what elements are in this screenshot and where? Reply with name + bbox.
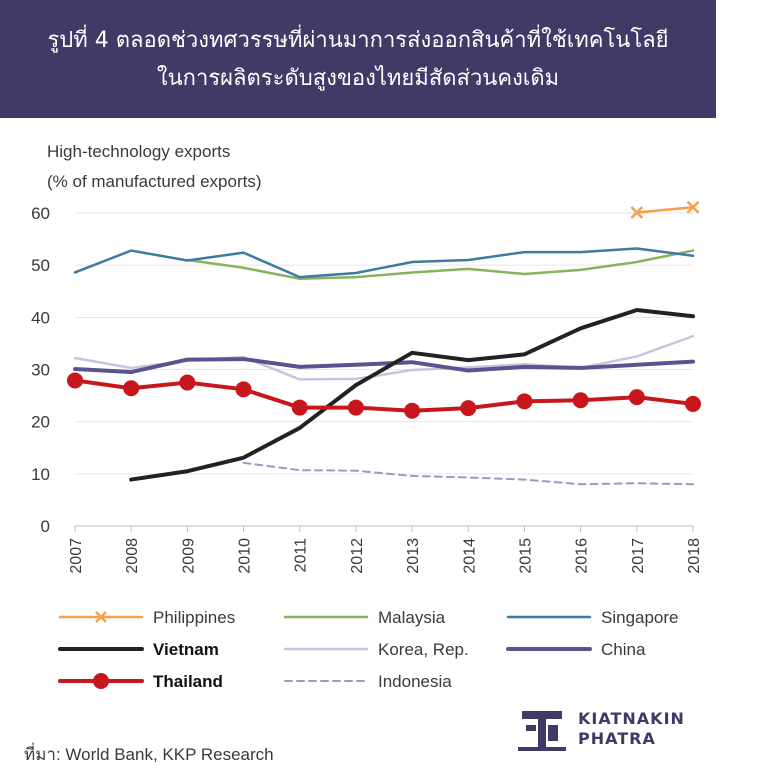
data-point-thailand-2015 — [516, 393, 533, 410]
data-point-thailand-2013 — [404, 402, 421, 419]
y-axis-label-line2: (% of manufactured exports) — [47, 172, 262, 191]
y-tick-label-60: 60 — [31, 204, 50, 223]
data-point-thailand-2007 — [67, 372, 83, 389]
x-tick-label-2010: 2010 — [237, 538, 254, 574]
legend-label-thailand: Thailand — [153, 672, 223, 691]
series-line-philippines — [635, 206, 695, 214]
data-point-philippines-2018 — [686, 200, 700, 214]
series-line-singapore — [73, 247, 695, 279]
x-tick-label-2016: 2016 — [574, 538, 591, 574]
x-tick-label-2009: 2009 — [180, 538, 197, 574]
legend-label-china: China — [601, 640, 646, 659]
x-tick-label-2011: 2011 — [293, 538, 310, 573]
x-tick-label-2013: 2013 — [405, 538, 422, 574]
data-point-thailand-2009 — [179, 374, 196, 391]
data-point-philippines-2017 — [630, 206, 644, 219]
data-point-thailand-2008 — [123, 380, 140, 397]
data-point-thailand-2017 — [628, 389, 645, 406]
y-tick-label-0: 0 — [41, 517, 50, 536]
data-point-thailand-2016 — [572, 392, 589, 409]
x-tick-label-2018: 2018 — [686, 538, 703, 574]
legend-label-philippines: Philippines — [153, 608, 235, 627]
y-axis-label-line1: High-technology exports — [47, 142, 231, 161]
logo-mark-icon — [518, 711, 566, 751]
x-tick-label-2012: 2012 — [349, 538, 366, 574]
y-tick-label-30: 30 — [31, 361, 50, 380]
data-point-thailand-2014 — [460, 400, 477, 417]
source-note: ที่มา: World Bank, KKP Research — [24, 745, 274, 764]
x-tick-label-2014: 2014 — [461, 538, 478, 574]
legend-marker-thailand — [93, 673, 109, 689]
x-tick-label-2015: 2015 — [517, 538, 534, 574]
company-logo: KIATNAKIN PHATRA — [516, 707, 706, 755]
legend-label-vietnam: Vietnam — [153, 640, 219, 659]
legend-label-korea-rep: Korea, Rep. — [378, 640, 469, 659]
legend-marker-philippines — [95, 611, 107, 623]
chart-title-line2: ในการผลิตระดับสูงของไทยมีสัดส่วนคงเดิม — [156, 66, 560, 91]
data-point-thailand-2010 — [235, 381, 252, 398]
y-tick-label-40: 40 — [31, 308, 50, 327]
legend-label-malaysia: Malaysia — [378, 608, 446, 627]
series-line-korea-rep — [73, 334, 695, 381]
legend-label-singapore: Singapore — [601, 608, 679, 627]
logo-word-2: PHATRA — [578, 729, 656, 748]
series-line-malaysia — [186, 249, 695, 280]
x-tick-label-2007: 2007 — [68, 538, 85, 574]
y-tick-label-20: 20 — [31, 413, 50, 432]
data-point-thailand-2018 — [685, 395, 701, 412]
y-tick-label-50: 50 — [31, 256, 50, 275]
series-line-china — [73, 357, 695, 375]
series-line-vietnam — [129, 308, 695, 482]
x-tick-label-2017: 2017 — [630, 538, 647, 574]
title-banner: รูปที่ 4 ตลอดช่วงทศวรรษที่ผ่านมาการส่งออ… — [0, 0, 716, 118]
series-line-thailand — [73, 378, 695, 413]
legend-label-indonesia: Indonesia — [378, 672, 452, 691]
chart-title-line1: รูปที่ 4 ตลอดช่วงทศวรรษที่ผ่านมาการส่งออ… — [47, 28, 669, 53]
series-line-indonesia — [242, 461, 694, 486]
data-point-thailand-2011 — [291, 399, 308, 416]
x-tick-label-2008: 2008 — [124, 538, 141, 574]
logo-word-1: KIATNAKIN — [578, 709, 685, 728]
data-point-thailand-2012 — [347, 399, 364, 416]
y-tick-label-10: 10 — [31, 465, 50, 484]
